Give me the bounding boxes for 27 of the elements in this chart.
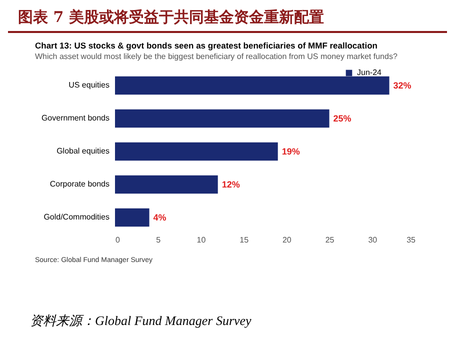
bar <box>115 142 278 161</box>
text: 32% <box>393 80 412 90</box>
x-tick-label: 0 <box>116 236 120 244</box>
x-tick-label: 20 <box>282 236 292 244</box>
text: 4% <box>153 212 166 222</box>
x-tick-label: 10 <box>196 236 206 244</box>
legend-label: Jun-24 <box>357 68 382 77</box>
x-tick-label: 35 <box>406 236 416 244</box>
text: Chart 13: US stocks & govt bonds seen as greatest beneficiaries of MMF reallocation <box>35 40 378 50</box>
x-tick-label: 30 <box>368 236 378 244</box>
x-tick-label: 5 <box>156 236 162 244</box>
y-tick-label: Government bonds <box>41 114 110 122</box>
text: 25% <box>333 114 352 124</box>
y-tick-label: Gold/Commodities <box>44 212 110 222</box>
bar <box>115 109 330 128</box>
text: 12% <box>222 180 240 190</box>
x-tick-label: 15 <box>240 236 250 244</box>
y-tick-label: Corporate bonds <box>50 180 110 188</box>
chart-title: 图表 7 美股或将受益于共同基金资金重新配置 <box>8 0 447 33</box>
text: Which asset would most likely be the biggest beneficiary of reallocation from US money market funds? <box>35 52 398 61</box>
bar <box>115 175 218 194</box>
text: 资料来源：Global Fund Manager Survey <box>29 312 252 330</box>
x-tick-label: 25 <box>325 236 335 244</box>
text: 19% <box>282 146 300 156</box>
y-tick-label: Global equities <box>56 146 110 156</box>
y-tick-label: US equities <box>68 80 110 90</box>
bar <box>115 208 150 227</box>
